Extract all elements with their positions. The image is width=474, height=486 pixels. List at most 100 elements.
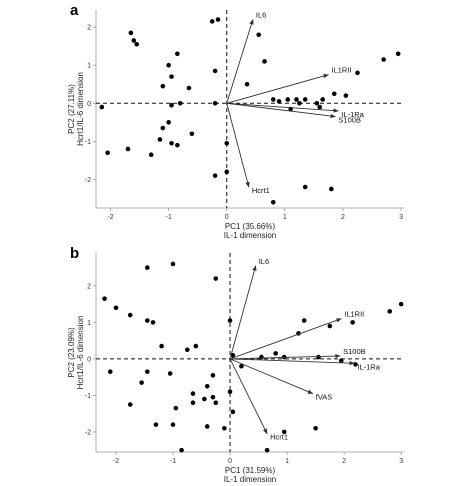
data-point — [338, 358, 344, 364]
data-point — [169, 102, 174, 108]
data-point — [209, 19, 215, 24]
loading-vector-il-1ra — [230, 358, 355, 366]
data-point — [213, 400, 219, 406]
vector-label-s100b: S100B — [338, 116, 361, 125]
data-point — [314, 100, 320, 106]
y-tick-label: 2 — [87, 25, 91, 32]
data-point — [189, 131, 195, 137]
vector-label-hcrt1: Hcrt1 — [252, 186, 270, 195]
data-point — [224, 140, 230, 146]
loading-vector-il6 — [229, 265, 257, 360]
data-point — [175, 51, 180, 57]
y-tick-label: -1 — [85, 393, 91, 400]
data-point — [239, 363, 244, 369]
data-point — [190, 400, 196, 406]
vector-label-il6: IL6 — [256, 11, 266, 20]
data-point — [131, 38, 137, 43]
data-point — [387, 309, 393, 314]
biplot-panel-b: b -2 -1 0 1 2 3 -2 -1 0 1 2 PC1 (31.59%) IL-1 dimens… — [0, 243, 474, 486]
data-point — [262, 59, 267, 64]
data-point — [398, 301, 404, 307]
y-axis-title: PC2 (23.09%) — [67, 327, 76, 378]
data-point — [273, 351, 278, 356]
y-tick-label: 2 — [87, 283, 91, 290]
data-point — [264, 447, 270, 453]
data-point — [276, 99, 282, 104]
data-point — [105, 150, 110, 156]
data-point — [210, 394, 216, 400]
data-point — [175, 142, 180, 148]
y-axis-subtitle: Hcrt1/IL-6 dimension — [76, 72, 85, 146]
data-point — [127, 402, 133, 407]
data-point — [355, 70, 360, 76]
vector-label-s100b: S100B — [343, 347, 366, 356]
x-axis-title: PC1 (35.66%) — [225, 222, 276, 231]
vector-label-il6: IL6 — [259, 257, 269, 266]
x-tick-label: -2 — [107, 214, 113, 221]
data-point — [213, 276, 219, 281]
vector-label-il-1ra: IL-1Ra — [357, 362, 380, 371]
x-axis-subtitle: IL-1 dimension — [224, 231, 276, 240]
data-point — [184, 347, 190, 353]
y-tick-label: 1 — [87, 320, 91, 327]
data-point — [134, 41, 139, 47]
x-tick-label: 0 — [228, 458, 232, 465]
data-point — [215, 17, 221, 22]
data-point — [281, 429, 287, 435]
data-point — [204, 383, 210, 389]
data-point — [270, 199, 276, 205]
data-point — [316, 354, 321, 360]
y-axis-subtitle: Hcrt1/IL-6 dimension — [76, 316, 85, 390]
y-tick-label: 0 — [87, 101, 91, 108]
biplot-b-svg: -2 -1 0 1 2 3 -2 -1 0 1 2 PC1 (31.59%)IL-1 dimensio… — [67, 253, 404, 484]
x-tick-label: 2 — [342, 458, 346, 465]
data-point — [302, 97, 308, 102]
data-point — [244, 81, 250, 87]
biplot-a-svg: -2 -1 0 1 2 3 -2 -1 0 1 2 PC1 (35.66%)IL-1 dimensio… — [67, 10, 404, 240]
loading-vector-hcrt1 — [229, 358, 268, 435]
data-point — [285, 97, 291, 102]
x-tick-label: 3 — [399, 458, 403, 465]
data-point — [227, 318, 233, 323]
loading-vector-fvas — [229, 358, 314, 394]
y-tick-label: 1 — [87, 63, 91, 70]
data-point — [170, 422, 176, 427]
loading-vector-s100b — [230, 353, 341, 360]
x-tick-label: 0 — [225, 214, 229, 221]
data-point — [256, 32, 262, 38]
x-tick-label: 1 — [283, 214, 287, 221]
data-point — [177, 100, 183, 106]
data-point — [102, 296, 107, 301]
data-point — [113, 305, 119, 311]
x-tick-label: 3 — [399, 214, 403, 221]
loading-vector-il6 — [226, 19, 254, 104]
data-point — [230, 409, 236, 415]
data-point — [297, 100, 302, 106]
data-point — [166, 120, 171, 125]
y-axis-title: PC2 (27.11%) — [67, 84, 76, 134]
data-point — [127, 312, 133, 318]
data-point — [107, 369, 113, 374]
y-tick-label: -1 — [85, 139, 91, 146]
data-point — [259, 354, 264, 360]
x-tick-label: -2 — [113, 458, 119, 465]
data-point — [145, 369, 150, 374]
data-point — [150, 320, 156, 325]
vector-label-hcrt1: Hcrt1 — [270, 433, 288, 442]
data-point — [170, 261, 176, 267]
panel-letter-a: a — [70, 2, 79, 19]
data-point — [227, 389, 233, 395]
vector-label-il1rii: IL1RII — [331, 66, 351, 75]
data-point — [139, 380, 144, 385]
data-point — [202, 396, 207, 402]
data-point — [327, 323, 333, 329]
data-point — [145, 265, 150, 270]
data-point — [302, 184, 308, 190]
data-point — [179, 447, 184, 453]
data-point — [186, 85, 192, 91]
data-point — [148, 152, 154, 157]
y-tick-label: -2 — [85, 429, 91, 436]
x-tick-label: 2 — [341, 214, 345, 221]
data-point — [381, 57, 386, 62]
data-point — [212, 173, 218, 178]
